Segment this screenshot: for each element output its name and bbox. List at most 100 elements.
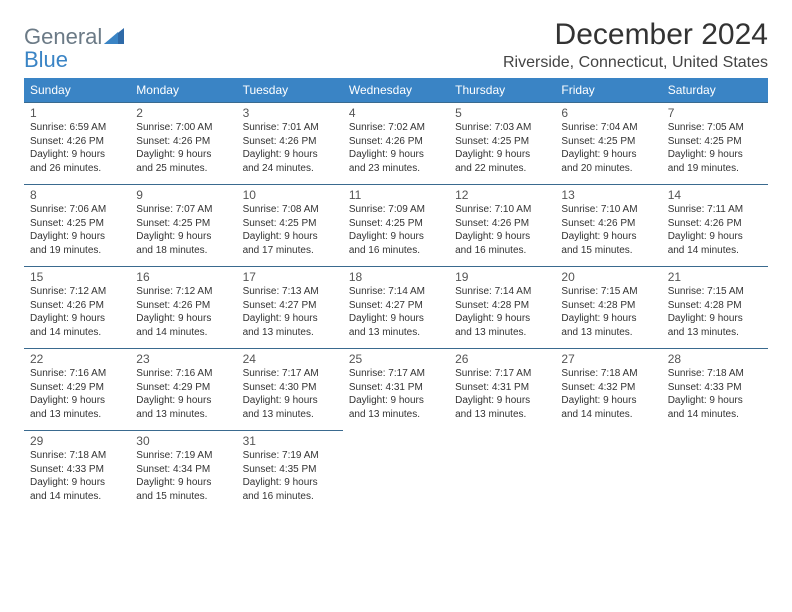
daylight-line1: Daylight: 9 hours	[30, 477, 105, 488]
daylight-line1: Daylight: 9 hours	[136, 477, 211, 488]
daylight-line2: and 13 minutes.	[349, 409, 420, 420]
daylight-line1: Daylight: 9 hours	[349, 149, 424, 160]
sunset: Sunset: 4:26 PM	[30, 136, 104, 147]
day-number: 29	[30, 434, 124, 448]
sunrise: Sunrise: 7:19 AM	[243, 450, 319, 461]
day-cell: 22Sunrise: 7:16 AMSunset: 4:29 PMDayligh…	[24, 349, 130, 431]
logo-sail-icon	[104, 28, 124, 49]
day-details: Sunrise: 7:01 AMSunset: 4:26 PMDaylight:…	[243, 121, 337, 175]
sunrise: Sunrise: 7:16 AM	[30, 368, 106, 379]
sunrise: Sunrise: 7:09 AM	[349, 204, 425, 215]
daylight-line1: Daylight: 9 hours	[243, 395, 318, 406]
sunset: Sunset: 4:25 PM	[136, 218, 210, 229]
daylight-line1: Daylight: 9 hours	[243, 313, 318, 324]
header: General Blue December 2024 Riverside, Co…	[24, 18, 768, 72]
day-number: 2	[136, 106, 230, 120]
logo-text-general: General	[24, 24, 102, 49]
daylight-line2: and 13 minutes.	[455, 327, 526, 338]
daylight-line1: Daylight: 9 hours	[455, 313, 530, 324]
daylight-line2: and 16 minutes.	[243, 491, 314, 502]
day-number: 23	[136, 352, 230, 366]
day-details: Sunrise: 7:11 AMSunset: 4:26 PMDaylight:…	[668, 203, 762, 257]
sunrise: Sunrise: 6:59 AM	[30, 122, 106, 133]
sunset: Sunset: 4:26 PM	[30, 300, 104, 311]
daylight-line2: and 17 minutes.	[243, 245, 314, 256]
sunrise: Sunrise: 7:06 AM	[30, 204, 106, 215]
sunrise: Sunrise: 7:12 AM	[136, 286, 212, 297]
day-number: 22	[30, 352, 124, 366]
daylight-line2: and 13 minutes.	[243, 409, 314, 420]
day-header: Monday	[130, 78, 236, 103]
day-details: Sunrise: 7:19 AMSunset: 4:34 PMDaylight:…	[136, 449, 230, 503]
sunset: Sunset: 4:27 PM	[349, 300, 423, 311]
day-cell: 10Sunrise: 7:08 AMSunset: 4:25 PMDayligh…	[237, 185, 343, 267]
day-cell: 15Sunrise: 7:12 AMSunset: 4:26 PMDayligh…	[24, 267, 130, 349]
daylight-line1: Daylight: 9 hours	[136, 313, 211, 324]
sunset: Sunset: 4:25 PM	[455, 136, 529, 147]
day-cell: 24Sunrise: 7:17 AMSunset: 4:30 PMDayligh…	[237, 349, 343, 431]
daylight-line1: Daylight: 9 hours	[30, 313, 105, 324]
sunset: Sunset: 4:26 PM	[668, 218, 742, 229]
day-number: 12	[455, 188, 549, 202]
sunrise: Sunrise: 7:15 AM	[561, 286, 637, 297]
day-cell: 17Sunrise: 7:13 AMSunset: 4:27 PMDayligh…	[237, 267, 343, 349]
day-details: Sunrise: 7:12 AMSunset: 4:26 PMDaylight:…	[30, 285, 124, 339]
daylight-line2: and 13 minutes.	[349, 327, 420, 338]
sunset: Sunset: 4:28 PM	[668, 300, 742, 311]
daylight-line2: and 13 minutes.	[455, 409, 526, 420]
daylight-line2: and 19 minutes.	[30, 245, 101, 256]
day-cell: 2Sunrise: 7:00 AMSunset: 4:26 PMDaylight…	[130, 103, 236, 185]
daylight-line1: Daylight: 9 hours	[455, 395, 530, 406]
daylight-line2: and 16 minutes.	[455, 245, 526, 256]
sunset: Sunset: 4:25 PM	[561, 136, 635, 147]
day-cell: 11Sunrise: 7:09 AMSunset: 4:25 PMDayligh…	[343, 185, 449, 267]
calendar-week: 1Sunrise: 6:59 AMSunset: 4:26 PMDaylight…	[24, 103, 768, 185]
day-cell: 5Sunrise: 7:03 AMSunset: 4:25 PMDaylight…	[449, 103, 555, 185]
calendar-week: 8 Sunrise: 7:06 AM Sunset: 4:25 PM Daylight…	[24, 185, 768, 267]
day-cell: 27Sunrise: 7:18 AMSunset: 4:32 PMDayligh…	[555, 349, 661, 431]
sunrise: Sunrise: 7:08 AM	[243, 204, 319, 215]
day-number: 5	[455, 106, 549, 120]
day-cell: 6Sunrise: 7:04 AMSunset: 4:25 PMDaylight…	[555, 103, 661, 185]
day-cell: 21Sunrise: 7:15 AMSunset: 4:28 PMDayligh…	[662, 267, 768, 349]
daylight-line2: and 26 minutes.	[30, 163, 101, 174]
day-cell: 1Sunrise: 6:59 AMSunset: 4:26 PMDaylight…	[24, 103, 130, 185]
day-details: Sunrise: 7:13 AMSunset: 4:27 PMDaylight:…	[243, 285, 337, 339]
sunrise: Sunrise: 7:01 AM	[243, 122, 319, 133]
daylight-line2: and 23 minutes.	[349, 163, 420, 174]
sunrise: Sunrise: 7:10 AM	[455, 204, 531, 215]
daylight-line2: and 18 minutes.	[136, 245, 207, 256]
day-number: 17	[243, 270, 337, 284]
daylight-line1: Daylight: 9 hours	[243, 149, 318, 160]
day-details: Sunrise: 7:17 AMSunset: 4:30 PMDaylight:…	[243, 367, 337, 421]
day-number: 6	[561, 106, 655, 120]
daylight-line1: Daylight: 9 hours	[136, 231, 211, 242]
day-cell: 20Sunrise: 7:15 AMSunset: 4:28 PMDayligh…	[555, 267, 661, 349]
day-number: 10	[243, 188, 337, 202]
day-cell: 23Sunrise: 7:16 AMSunset: 4:29 PMDayligh…	[130, 349, 236, 431]
day-cell: 29Sunrise: 7:18 AMSunset: 4:33 PMDayligh…	[24, 431, 130, 513]
day-header: Tuesday	[237, 78, 343, 103]
sunrise: Sunrise: 7:05 AM	[668, 122, 744, 133]
daylight-line2: and 20 minutes.	[561, 163, 632, 174]
sunset: Sunset: 4:27 PM	[243, 300, 317, 311]
day-number: 8	[30, 188, 124, 202]
sunset: Sunset: 4:25 PM	[349, 218, 423, 229]
day-number: 24	[243, 352, 337, 366]
logo: General Blue	[24, 26, 124, 72]
day-header: Thursday	[449, 78, 555, 103]
title-block: December 2024 Riverside, Connecticut, Un…	[503, 18, 768, 72]
day-details: Sunrise: 7:15 AMSunset: 4:28 PMDaylight:…	[668, 285, 762, 339]
location: Riverside, Connecticut, United States	[503, 54, 768, 72]
day-cell: 4Sunrise: 7:02 AMSunset: 4:26 PMDaylight…	[343, 103, 449, 185]
day-number: 25	[349, 352, 443, 366]
daylight-line1: Daylight: 9 hours	[668, 231, 743, 242]
sunset: Sunset: 4:30 PM	[243, 382, 317, 393]
day-number: 21	[668, 270, 762, 284]
day-number: 30	[136, 434, 230, 448]
daylight-line2: and 24 minutes.	[243, 163, 314, 174]
sunset: Sunset: 4:26 PM	[136, 136, 210, 147]
sunrise: Sunrise: 7:17 AM	[455, 368, 531, 379]
daylight-line2: and 14 minutes.	[136, 327, 207, 338]
day-details: Sunrise: 7:02 AMSunset: 4:26 PMDaylight:…	[349, 121, 443, 175]
